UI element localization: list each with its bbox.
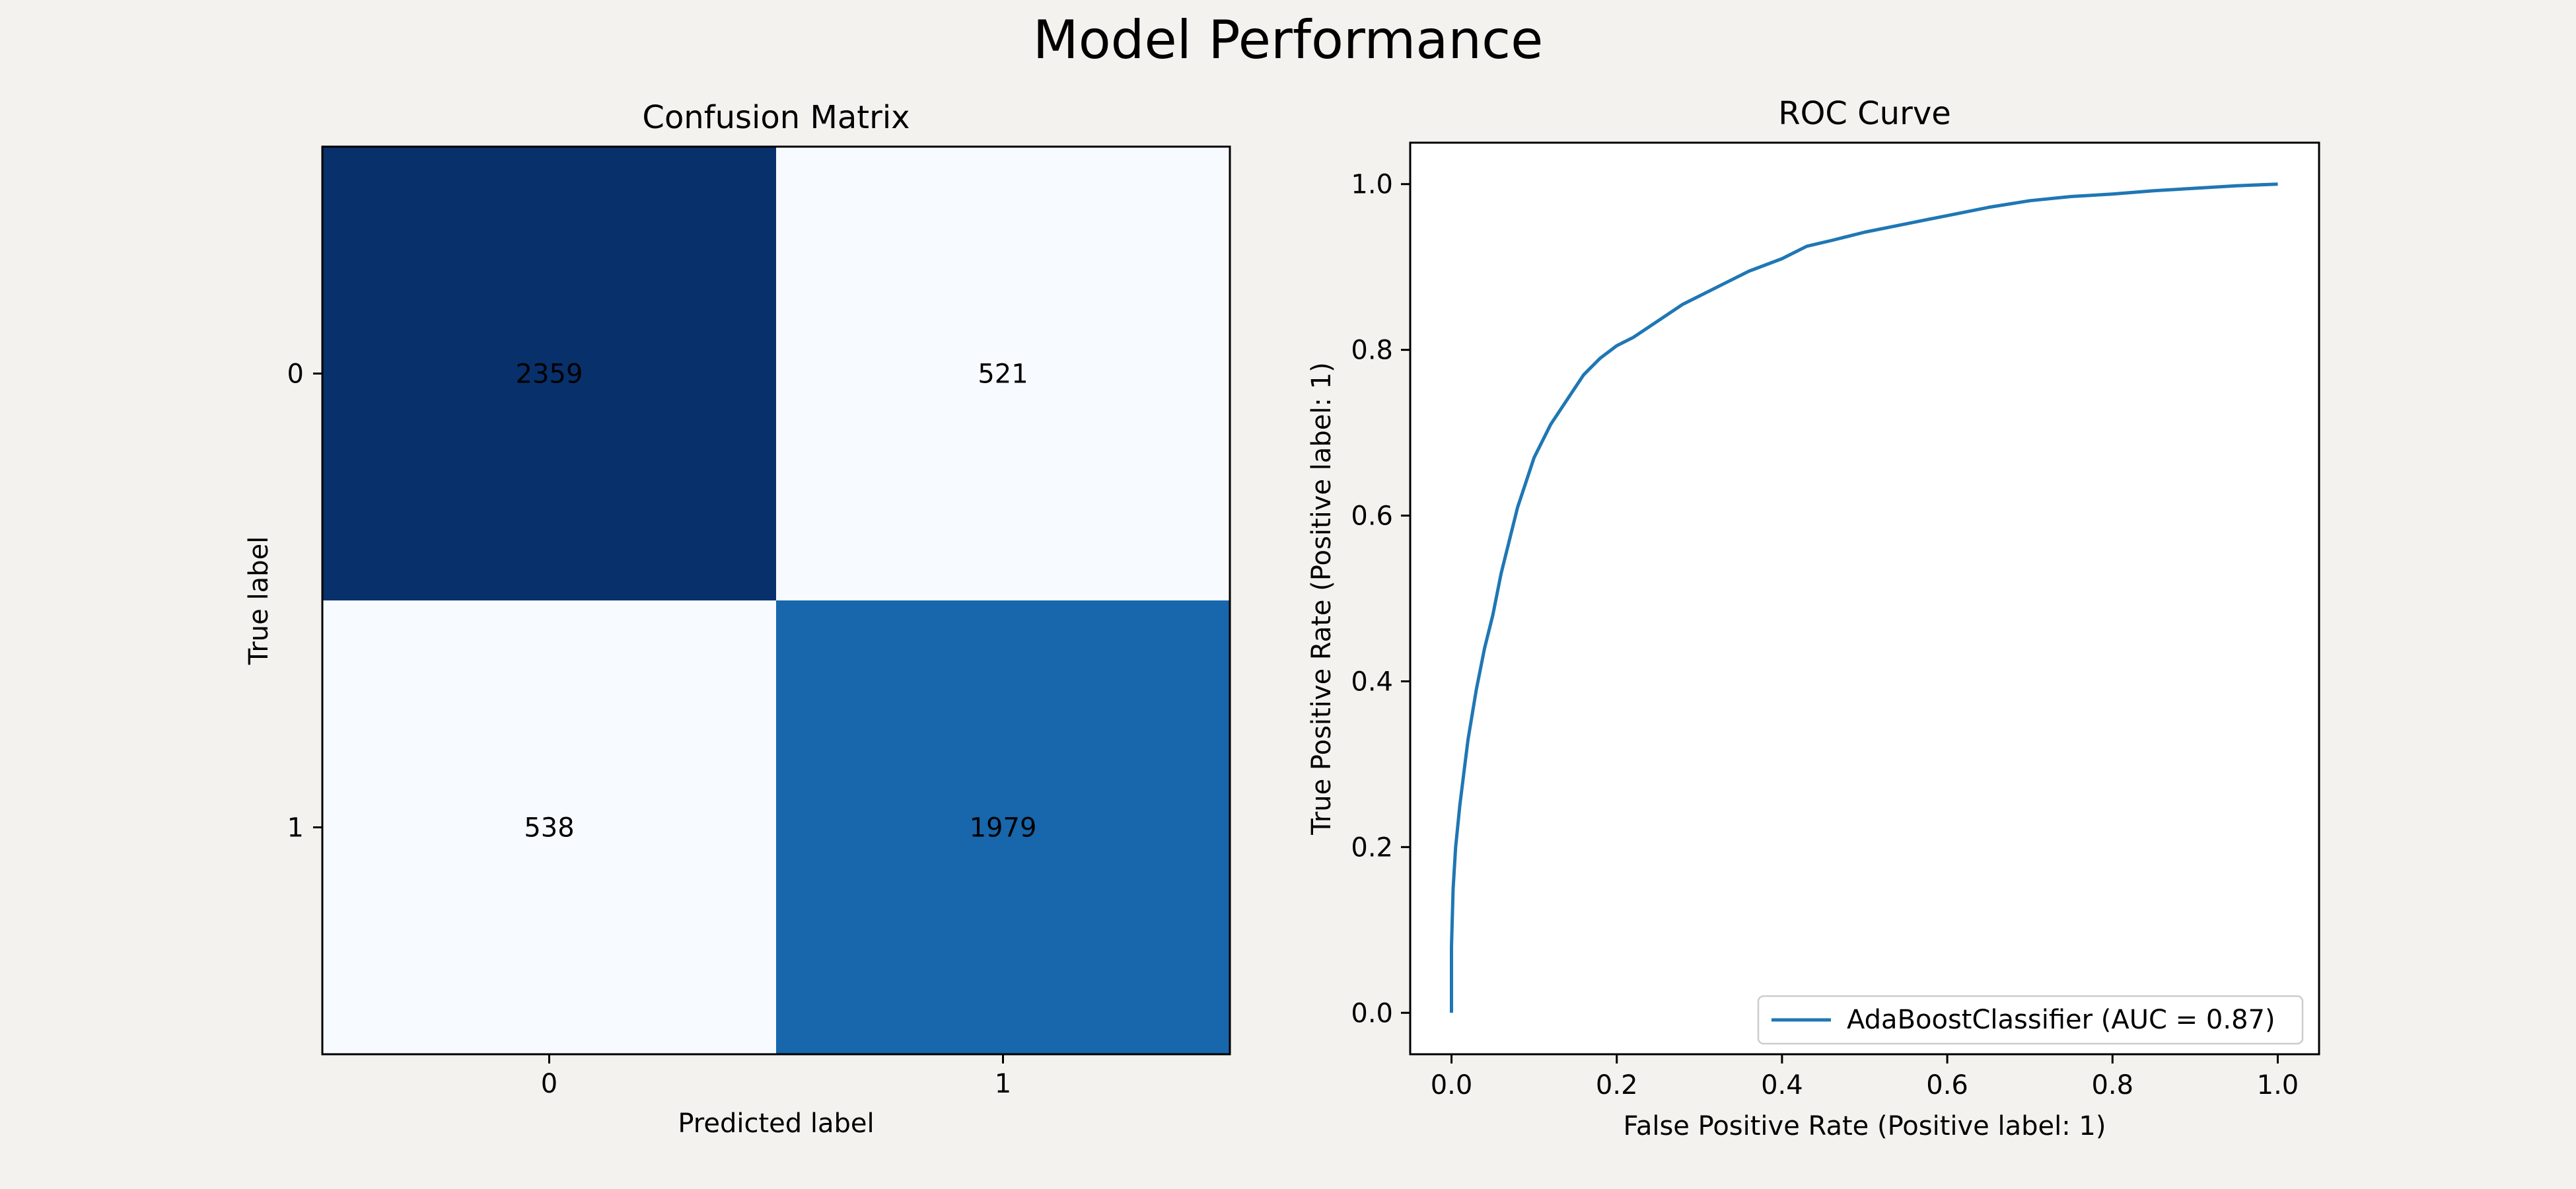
confusion-matrix-value: 1979 (970, 813, 1037, 844)
roc-ytick-label: 0.6 (1351, 501, 1393, 532)
figure-title: Model Performance (1033, 9, 1544, 71)
roc-plot-area (1410, 143, 2319, 1054)
confusion-matrix-value: 521 (978, 359, 1028, 390)
confusion-matrix-title: Confusion Matrix (642, 99, 910, 136)
confusion-matrix-ytick-label: 0 (287, 359, 304, 390)
roc-legend-label: AdaBoostClassifier (AUC = 0.87) (1847, 1005, 2275, 1035)
confusion-matrix-value: 2359 (516, 359, 583, 390)
confusion-matrix-value: 538 (524, 813, 574, 844)
roc-ytick-label: 1.0 (1351, 170, 1393, 200)
confusion-matrix-xtick-label: 0 (541, 1069, 557, 1099)
confusion-matrix-ylabel: True label (244, 536, 274, 665)
confusion-matrix-xtick-label: 1 (995, 1069, 1011, 1099)
roc-ytick-label: 0.2 (1351, 832, 1393, 863)
roc-ytick-label: 0.0 (1351, 998, 1393, 1028)
roc-xtick-label: 0.2 (1596, 1070, 1638, 1100)
roc-xtick-label: 0.0 (1431, 1070, 1473, 1100)
confusion-matrix-cells: 2359 521 538 1979 (322, 147, 1230, 1054)
confusion-matrix-ticks: 0 1 0 1 (287, 359, 1012, 1100)
confusion-matrix-cell (776, 600, 1230, 1054)
roc-xtick-label: 0.6 (1926, 1070, 1968, 1100)
roc-ytick-label: 0.8 (1351, 336, 1393, 366)
roc-series-line (1450, 182, 2278, 1013)
roc-xtick-label: 0.4 (1761, 1070, 1803, 1100)
roc-ytick-label: 0.4 (1351, 667, 1393, 697)
roc-legend-box (1757, 995, 2304, 1045)
roc-plot-frame (1409, 141, 2320, 1056)
roc-curve-panel: ROC Curve 0.0 0.2 0.4 0.6 0.8 1.0 0.0 0.2 0.4 0.6… (1306, 95, 2320, 1141)
roc-curve-title: ROC Curve (1778, 95, 1951, 132)
confusion-matrix-frame (321, 145, 1231, 1056)
roc-legend: AdaBoostClassifier (AUC = 0.87) (1757, 995, 2304, 1045)
confusion-matrix-cell (322, 147, 776, 600)
confusion-matrix-ytick-label: 1 (287, 813, 304, 844)
roc-ylabel: True Positive Rate (Positive label: 1) (1306, 362, 1337, 836)
roc-xtick-label: 1.0 (2257, 1070, 2299, 1100)
confusion-matrix-xlabel: Predicted label (678, 1108, 874, 1139)
confusion-matrix-cell (776, 147, 1230, 600)
roc-xlabel: False Positive Rate (Positive label: 1) (1624, 1111, 2106, 1141)
confusion-matrix-cell (322, 600, 776, 1054)
roc-ticks: 0.0 0.2 0.4 0.6 0.8 1.0 0.0 0.2 0.4 0.6 0.8 1.0 (1351, 170, 2299, 1100)
roc-xtick-label: 0.8 (2091, 1070, 2133, 1100)
confusion-matrix-panel: Confusion Matrix 2359 521 538 1979 0 1 0 1 Pre… (244, 99, 1231, 1139)
